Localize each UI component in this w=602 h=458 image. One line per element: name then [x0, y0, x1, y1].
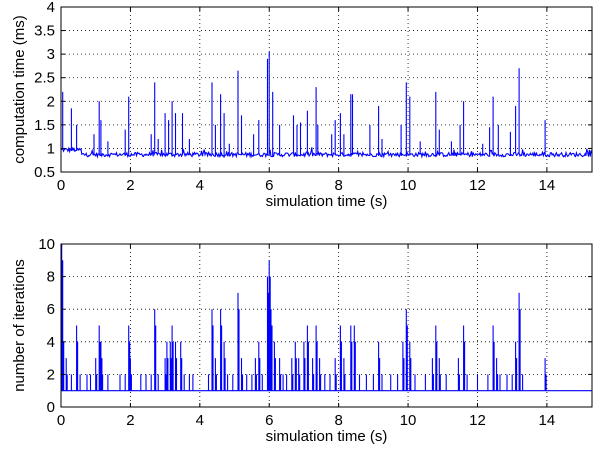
x-tick-label: 14: [539, 412, 556, 429]
x-tick-label: 4: [196, 412, 204, 429]
y-tick-label: 2: [47, 93, 55, 110]
grid-lines: [61, 7, 592, 172]
x-tick-label: 14: [539, 177, 556, 194]
x-tick-label: 12: [469, 177, 486, 194]
x-tick-label: 0: [57, 177, 65, 194]
y-tick-label: 4: [47, 334, 55, 351]
x-tick-label: 6: [265, 412, 273, 429]
y-tick-label: 1: [47, 140, 55, 157]
y-tick-label: 8: [47, 269, 55, 286]
plot-frame: [60, 243, 593, 408]
x-tick-label: 4: [196, 177, 204, 194]
x-tick-label: 2: [126, 177, 134, 194]
x-tick-label: 6: [265, 177, 273, 194]
y-tick-label: 0.5: [34, 164, 55, 181]
x-tick-label: 0: [57, 412, 65, 429]
y-tick-labels: 0 2 4 6 8 10: [38, 236, 592, 416]
x-tick-label: 2: [126, 412, 134, 429]
x-tick-label: 10: [400, 177, 417, 194]
x-tick-label: 12: [469, 412, 486, 429]
y-axis-label: computation time (ms): [11, 15, 28, 163]
y-tick-labels: 0.5 1 1.5 2 2.5 3 3.5 4: [34, 0, 592, 181]
x-tick-labels: 0 2 4 6 8 10 12 14: [57, 244, 555, 429]
y-tick-label: 3.5: [34, 23, 55, 40]
iterations-series: [61, 244, 592, 392]
computation-time-plot: 0 2 4 6 8 10 12 14 0.5 1 1.5 2 2.5 3 3.5 4 simulation …: [11, 0, 593, 210]
plot-frame: [60, 6, 593, 173]
y-tick-label: 4: [47, 0, 55, 16]
x-tick-label: 10: [400, 412, 417, 429]
y-tick-label: 1.5: [34, 117, 55, 134]
y-tick-label: 3: [47, 46, 55, 63]
x-axis-label: simulation time (s): [266, 428, 388, 445]
x-tick-label: 8: [334, 177, 342, 194]
y-tick-label: 0: [47, 399, 55, 416]
x-axis-label: simulation time (s): [266, 193, 388, 210]
computation-time-series: [60, 51, 593, 159]
grid-lines: [61, 244, 592, 407]
y-tick-label: 6: [47, 301, 55, 318]
x-tick-label: 8: [334, 412, 342, 429]
y-tick-label: 2.5: [34, 70, 55, 87]
y-tick-label: 10: [38, 236, 55, 253]
y-tick-label: 2: [47, 366, 55, 383]
y-axis-label: number of iterations: [11, 259, 28, 392]
x-tick-labels: 0 2 4 6 8 10 12 14: [57, 7, 555, 194]
